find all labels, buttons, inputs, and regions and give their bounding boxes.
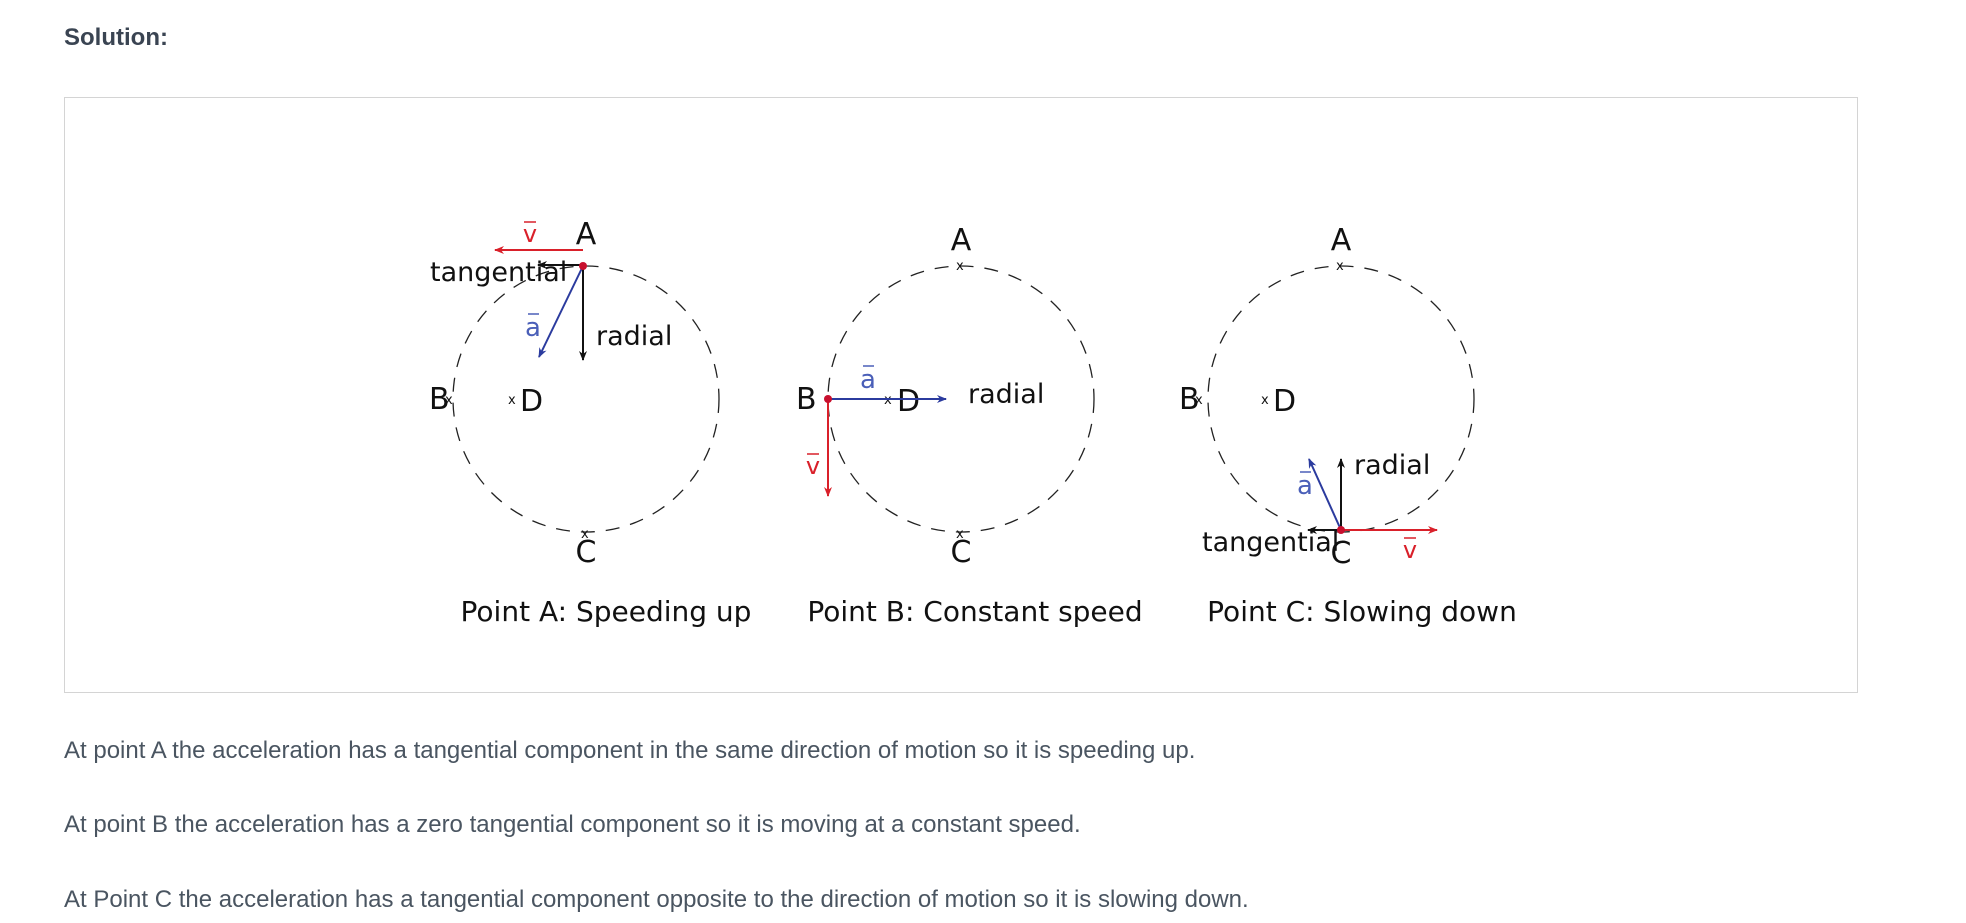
figure-panel: A B x x D x C v tangential radial a Poin… — [64, 97, 1858, 693]
diagram-point-a: A B x x D x C v tangential radial a Poin… — [429, 217, 751, 628]
diagram-point-b: A x B x D x C a radial v Point B: Consta… — [796, 223, 1143, 628]
caption: Point C: Slowing down — [1207, 595, 1517, 628]
velocity-label: v — [806, 452, 820, 480]
marker-x: x — [884, 393, 892, 408]
explanation-point-c: At Point C the acceleration has a tangen… — [64, 886, 1249, 913]
velocity-label: v — [523, 220, 537, 248]
object-point — [1337, 526, 1345, 534]
marker-x: x — [1336, 259, 1344, 274]
label-d: D — [1273, 384, 1296, 419]
explanation-point-a: At point A the acceleration has a tangen… — [64, 737, 1196, 764]
caption: Point A: Speeding up — [461, 595, 752, 628]
circular-path — [827, 265, 1095, 533]
label-b: B — [796, 382, 817, 417]
velocity-label: v — [1403, 536, 1417, 564]
acceleration-label: a — [525, 313, 541, 343]
marker-x: x — [1195, 393, 1203, 408]
caption: Point B: Constant speed — [807, 595, 1142, 628]
marker-x: x — [1261, 393, 1269, 408]
radial-label: radial — [968, 379, 1044, 410]
radial-label: radial — [596, 321, 672, 352]
acceleration-label: a — [860, 365, 876, 395]
radial-label: radial — [1354, 450, 1430, 481]
marker-x: x — [445, 393, 453, 408]
label-b: B — [429, 382, 450, 417]
marker-x: x — [581, 527, 589, 542]
object-point — [579, 262, 587, 270]
label-c: C — [951, 535, 972, 570]
tangential-label: tangential — [430, 257, 567, 288]
marker-x: x — [956, 527, 964, 542]
circular-path — [452, 265, 720, 533]
tangential-label: tangential — [1202, 527, 1339, 558]
label-a: A — [951, 223, 972, 258]
marker-x: x — [956, 259, 964, 274]
label-d: D — [520, 384, 543, 419]
label-a: A — [1331, 223, 1352, 258]
diagram-point-c: A x B x x D C radial a tangential v Poin… — [1179, 223, 1517, 628]
label-a: A — [576, 217, 597, 252]
circular-motion-diagrams: A B x x D x C v tangential radial a Poin… — [429, 217, 1517, 628]
solution-heading: Solution: — [64, 24, 168, 51]
label-c: C — [576, 535, 597, 570]
label-c: C — [1331, 536, 1352, 571]
acceleration-arrow — [1308, 458, 1342, 531]
acceleration-arrow — [538, 265, 584, 358]
explanation-point-b: At point B the acceleration has a zero t… — [64, 811, 1081, 838]
label-d: D — [897, 384, 920, 419]
object-point — [824, 395, 832, 403]
acceleration-label: a — [1297, 471, 1313, 501]
label-b: B — [1179, 382, 1200, 417]
marker-x: x — [508, 393, 516, 408]
